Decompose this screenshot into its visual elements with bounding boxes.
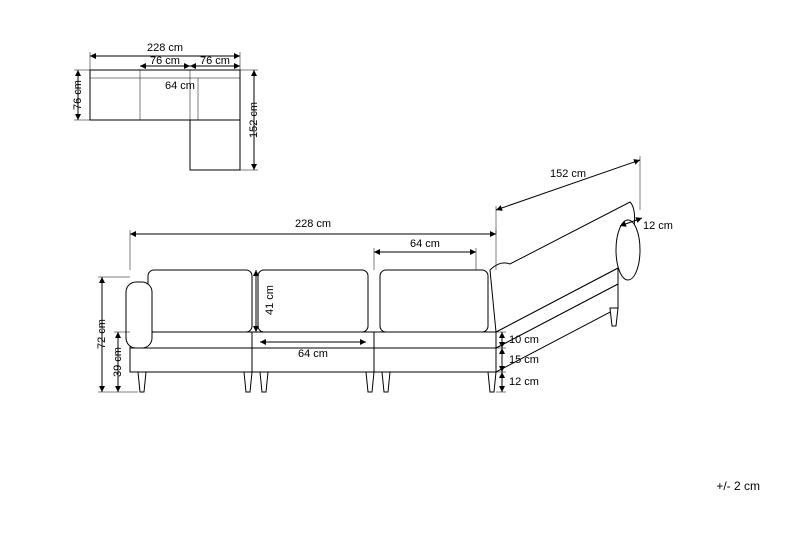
topview-seat-depth: 64 cm [165,80,195,92]
front-chaise-152: 152 cm [550,168,586,180]
topview-total-depth: 152 cm [248,102,260,138]
front-view: 228 cm 64 cm 152 cm 12 cm 72 cm 39 cm 41… [96,156,673,392]
front-h-72: 72 cm [96,319,108,349]
topview-depth: 76 cm [72,80,84,110]
front-backw-64: 64 cm [410,238,440,250]
front-cush-10: 10 cm [509,334,539,346]
front-base-15: 15 cm [509,354,539,366]
top-view: 228 cm 76 cm 76 cm 64 cm 76 cm 152 cm [72,42,260,170]
front-seat-64: 64 cm [298,348,328,360]
front-back-41: 41 cm [264,285,276,315]
topview-mod-b: 76 cm [200,55,230,67]
tolerance-label: +/- 2 cm [716,479,760,493]
dimension-diagram: 228 cm 76 cm 76 cm 64 cm 76 cm 152 cm [0,0,800,533]
topview-mod-a: 76 cm [150,55,180,67]
front-h-39: 39 cm [112,347,124,377]
topview-width-label: 228 cm [147,42,183,54]
front-width-228: 228 cm [295,218,331,230]
front-arm-12: 12 cm [643,220,673,232]
front-leg-12: 12 cm [509,376,539,388]
